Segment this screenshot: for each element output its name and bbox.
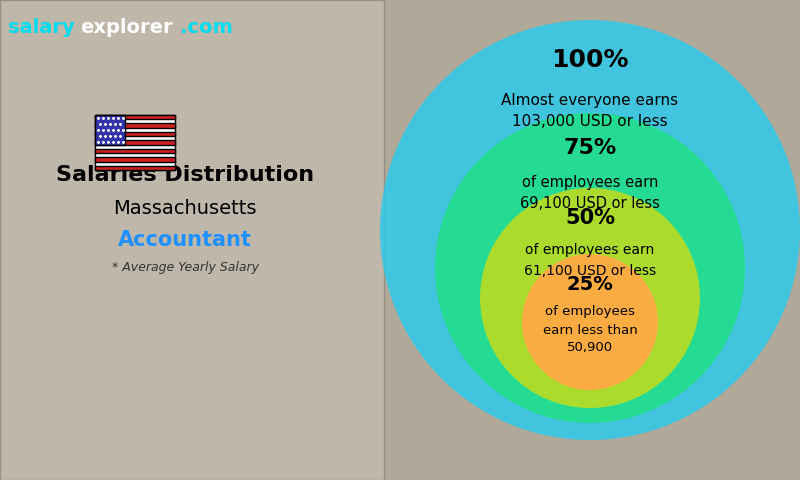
- FancyBboxPatch shape: [95, 149, 175, 153]
- Circle shape: [435, 113, 745, 423]
- FancyBboxPatch shape: [95, 115, 175, 119]
- FancyBboxPatch shape: [95, 123, 175, 128]
- Text: Salaries Distribution: Salaries Distribution: [56, 165, 314, 185]
- FancyBboxPatch shape: [95, 157, 175, 162]
- Text: 61,100 USD or less: 61,100 USD or less: [524, 264, 656, 278]
- Text: 50,900: 50,900: [567, 341, 613, 355]
- FancyBboxPatch shape: [95, 115, 175, 170]
- Text: Massachusetts: Massachusetts: [114, 199, 257, 217]
- Text: 75%: 75%: [563, 138, 617, 158]
- Circle shape: [480, 188, 700, 408]
- Circle shape: [522, 254, 658, 390]
- Text: 69,100 USD or less: 69,100 USD or less: [520, 195, 660, 211]
- FancyBboxPatch shape: [95, 132, 175, 136]
- Text: of employees earn: of employees earn: [526, 243, 654, 257]
- Text: .com: .com: [180, 18, 233, 37]
- Text: of employees earn: of employees earn: [522, 175, 658, 190]
- FancyBboxPatch shape: [95, 115, 126, 144]
- Text: 100%: 100%: [551, 48, 629, 72]
- Text: 25%: 25%: [566, 275, 614, 293]
- Text: 50%: 50%: [565, 208, 615, 228]
- Text: * Average Yearly Salary: * Average Yearly Salary: [111, 262, 258, 275]
- Text: explorer: explorer: [80, 18, 173, 37]
- Text: earn less than: earn less than: [542, 324, 638, 336]
- Text: of employees: of employees: [545, 305, 635, 319]
- Text: 103,000 USD or less: 103,000 USD or less: [512, 115, 668, 130]
- FancyBboxPatch shape: [95, 140, 175, 144]
- Text: Accountant: Accountant: [118, 230, 252, 250]
- FancyBboxPatch shape: [0, 0, 384, 480]
- Text: Almost everyone earns: Almost everyone earns: [502, 93, 678, 108]
- FancyBboxPatch shape: [95, 166, 175, 170]
- Text: salary: salary: [8, 18, 74, 37]
- Circle shape: [380, 20, 800, 440]
